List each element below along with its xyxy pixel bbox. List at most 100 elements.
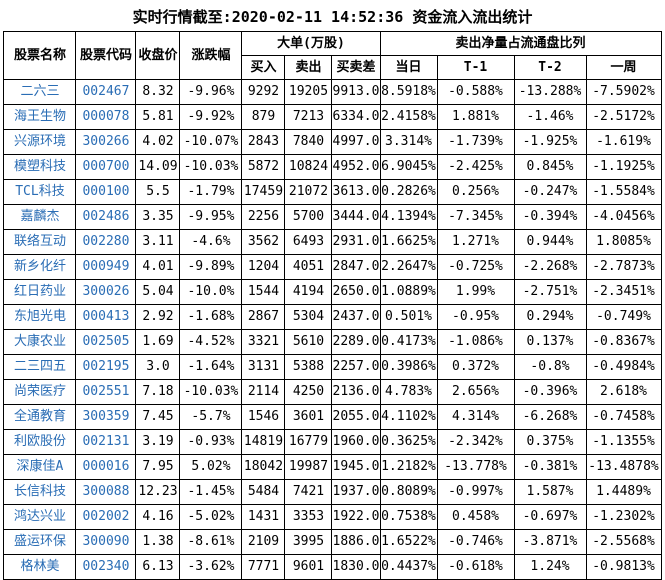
current-day-cell: 6.9045% xyxy=(379,154,438,180)
table-row: 二六三 002467 8.32 -9.96% 9292 19205 9913.0 8.5918… xyxy=(3,79,662,105)
stock-code-cell[interactable]: 300266 xyxy=(75,129,137,155)
stock-code-cell[interactable]: 000413 xyxy=(75,304,137,330)
buy-cell: 2867 xyxy=(241,304,286,330)
t1-cell: 4.314% xyxy=(436,404,515,430)
stock-flow-table: 股票名称 股票代码 收盘价 涨跌幅 大单(万股) 卖出净量占流通盘比列 买入 卖… xyxy=(3,31,662,580)
table-row: 海王生物 000078 5.81 -9.92% 879 7213 6334.0 2.4158%… xyxy=(3,104,662,130)
stock-name-cell[interactable]: 嘉麟杰 xyxy=(3,204,77,230)
change-pct-cell: -4.52% xyxy=(179,329,243,355)
t2-cell: 0.375% xyxy=(513,429,587,455)
sell-cell: 7421 xyxy=(284,479,333,505)
stock-name-cell[interactable]: 东旭光电 xyxy=(3,304,77,330)
change-pct-cell: -10.03% xyxy=(179,154,243,180)
close-price-cell: 5.04 xyxy=(135,279,181,305)
buy-sell-diff-cell: 1960.0 xyxy=(331,429,381,455)
week-cell: -0.9813% xyxy=(585,554,662,580)
stock-code-cell[interactable]: 002131 xyxy=(75,429,137,455)
col-group-net-sell-ratio: 卖出净量占流通盘比列 xyxy=(379,31,662,56)
stock-name-cell[interactable]: 新乡化纤 xyxy=(3,254,77,280)
close-price-cell: 7.18 xyxy=(135,379,181,405)
stock-code-cell[interactable]: 000949 xyxy=(75,254,137,280)
sell-cell: 7840 xyxy=(284,129,333,155)
current-day-cell: 0.8089% xyxy=(379,479,438,505)
buy-sell-diff-cell: 1922.0 xyxy=(331,504,381,530)
stock-code-cell[interactable]: 000016 xyxy=(75,454,137,480)
table-row: 利欧股份 002131 3.19 -0.93% 14819 16779 1960.0 0.36… xyxy=(3,429,662,455)
week-cell: -2.3451% xyxy=(585,279,662,305)
change-pct-cell: -10.07% xyxy=(179,129,243,155)
col-header-close-price: 收盘价 xyxy=(135,31,181,80)
t2-cell: -1.46% xyxy=(513,104,587,130)
stock-name-cell[interactable]: 长信科技 xyxy=(3,479,77,505)
t1-cell: 1.99% xyxy=(436,279,515,305)
stock-name-cell[interactable]: 大康农业 xyxy=(3,329,77,355)
t2-cell: -3.871% xyxy=(513,529,587,555)
stock-code-cell[interactable]: 002280 xyxy=(75,229,137,255)
stock-code-cell[interactable]: 300359 xyxy=(75,404,137,430)
current-day-cell: 0.501% xyxy=(379,304,438,330)
col-header-buy-sell-diff: 买卖差 xyxy=(331,55,381,80)
current-day-cell: 1.6625% xyxy=(379,229,438,255)
col-group-large-orders: 大单(万股) xyxy=(241,31,381,56)
stock-name-cell[interactable]: 红日药业 xyxy=(3,279,77,305)
stock-name-cell[interactable]: 利欧股份 xyxy=(3,429,77,455)
stock-code-cell[interactable]: 002551 xyxy=(75,379,137,405)
current-day-cell: 2.2647% xyxy=(379,254,438,280)
stock-code-cell[interactable]: 002505 xyxy=(75,329,137,355)
stock-name-cell[interactable]: 深康佳A xyxy=(3,454,77,480)
table-row: 模塑科技 000700 14.09 -10.03% 5872 10824 4952.0 6.9… xyxy=(3,154,662,180)
sell-cell: 21072 xyxy=(284,179,333,205)
stock-name-cell[interactable]: 二三四五 xyxy=(3,354,77,380)
stock-code-cell[interactable]: 000078 xyxy=(75,104,137,130)
t1-cell: 0.458% xyxy=(436,504,515,530)
buy-cell: 14819 xyxy=(241,429,286,455)
sell-cell: 5700 xyxy=(284,204,333,230)
stock-name-cell[interactable]: 格林美 xyxy=(3,554,77,580)
buy-cell: 1431 xyxy=(241,504,286,530)
stock-code-cell[interactable]: 300026 xyxy=(75,279,137,305)
t2-cell: -0.396% xyxy=(513,379,587,405)
stock-name-cell[interactable]: 盛运环保 xyxy=(3,529,77,555)
table-row: 鸿达兴业 002002 4.16 -5.02% 1431 3353 1922.0 0.7538… xyxy=(3,504,662,530)
close-price-cell: 7.45 xyxy=(135,404,181,430)
current-day-cell: 3.314% xyxy=(379,129,438,155)
stock-name-cell[interactable]: 海王生物 xyxy=(3,104,77,130)
close-price-cell: 1.69 xyxy=(135,329,181,355)
buy-cell: 17459 xyxy=(241,179,286,205)
current-day-cell: 1.6522% xyxy=(379,529,438,555)
stock-name-cell[interactable]: 联络互动 xyxy=(3,229,77,255)
stock-code-cell[interactable]: 002486 xyxy=(75,204,137,230)
stock-name-cell[interactable]: 二六三 xyxy=(3,79,77,105)
table-row: 联络互动 002280 3.11 -4.6% 3562 6493 2931.0 1.6625%… xyxy=(3,229,662,255)
stock-name-cell[interactable]: 全通教育 xyxy=(3,404,77,430)
week-cell: -0.4984% xyxy=(585,354,662,380)
stock-code-cell[interactable]: 000100 xyxy=(75,179,137,205)
sell-cell: 6493 xyxy=(284,229,333,255)
close-price-cell: 5.5 xyxy=(135,179,181,205)
t2-cell: -1.925% xyxy=(513,129,587,155)
stock-name-cell[interactable]: 尚荣医疗 xyxy=(3,379,77,405)
stock-name-cell[interactable]: 模塑科技 xyxy=(3,154,77,180)
stock-name-cell[interactable]: TCL科技 xyxy=(3,179,77,205)
current-day-cell: 1.2182% xyxy=(379,454,438,480)
table-row: 长信科技 300088 12.23 -1.45% 5484 7421 1937.0 0.808… xyxy=(3,479,662,505)
sell-cell: 19987 xyxy=(284,454,333,480)
col-header-stock-code: 股票代码 xyxy=(75,31,137,80)
sell-cell: 4051 xyxy=(284,254,333,280)
t2-cell: -13.288% xyxy=(513,79,587,105)
stock-code-cell[interactable]: 002195 xyxy=(75,354,137,380)
stock-code-cell[interactable]: 002340 xyxy=(75,554,137,580)
stock-code-cell[interactable]: 300090 xyxy=(75,529,137,555)
stock-name-cell[interactable]: 鸿达兴业 xyxy=(3,504,77,530)
week-cell: -1.619% xyxy=(585,129,662,155)
stock-code-cell[interactable]: 002002 xyxy=(75,504,137,530)
t1-cell: -0.997% xyxy=(436,479,515,505)
stock-code-cell[interactable]: 300088 xyxy=(75,479,137,505)
stock-code-cell[interactable]: 002467 xyxy=(75,79,137,105)
t2-cell: -0.697% xyxy=(513,504,587,530)
sell-cell: 7213 xyxy=(284,104,333,130)
stock-code-cell[interactable]: 000700 xyxy=(75,154,137,180)
stock-name-cell[interactable]: 兴源环境 xyxy=(3,129,77,155)
week-cell: 1.8085% xyxy=(585,229,662,255)
col-header-t-minus-2: T-2 xyxy=(513,55,587,80)
